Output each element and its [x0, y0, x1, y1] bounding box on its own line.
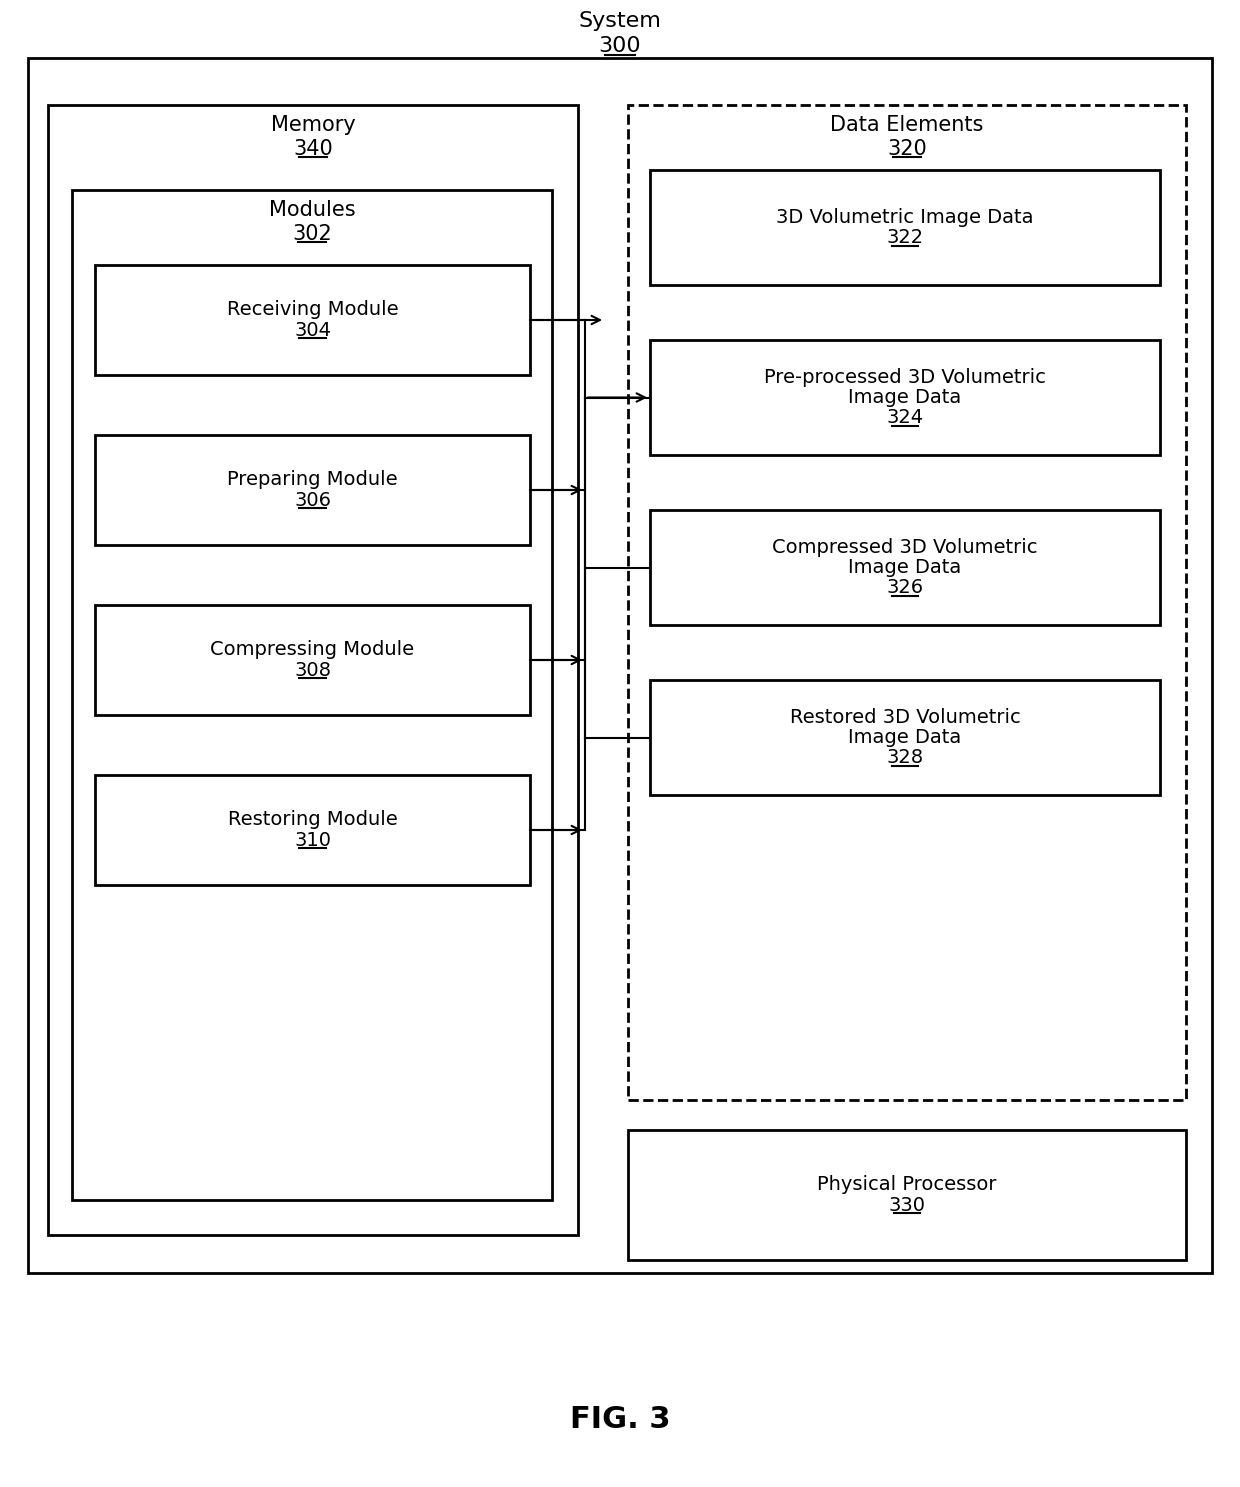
Text: Physical Processor: Physical Processor — [817, 1175, 997, 1194]
Text: 340: 340 — [293, 138, 332, 159]
Text: System: System — [579, 10, 661, 31]
Text: 310: 310 — [294, 831, 331, 849]
Text: 320: 320 — [887, 138, 926, 159]
Text: Receiving Module: Receiving Module — [227, 300, 398, 320]
Text: Data Elements: Data Elements — [831, 114, 983, 135]
Bar — [650, 510, 1159, 625]
Bar — [95, 775, 529, 885]
Bar — [95, 605, 529, 715]
Text: Restoring Module: Restoring Module — [228, 810, 397, 830]
Text: 330: 330 — [889, 1196, 925, 1215]
Bar — [95, 436, 529, 546]
Bar — [48, 106, 578, 1236]
Text: Modules: Modules — [269, 199, 356, 220]
Text: 306: 306 — [294, 491, 331, 510]
Bar — [650, 170, 1159, 286]
Bar — [650, 680, 1159, 796]
Text: 322: 322 — [887, 228, 924, 247]
Bar — [627, 1130, 1185, 1259]
Text: 304: 304 — [294, 321, 331, 339]
Bar — [627, 106, 1185, 1100]
Text: Compressed 3D Volumetric: Compressed 3D Volumetric — [773, 538, 1038, 556]
Text: Image Data: Image Data — [848, 388, 962, 407]
Text: Image Data: Image Data — [848, 558, 962, 577]
Text: 324: 324 — [887, 409, 924, 427]
Text: Restored 3D Volumetric: Restored 3D Volumetric — [790, 708, 1021, 727]
Text: Memory: Memory — [270, 114, 356, 135]
Text: 326: 326 — [887, 578, 924, 598]
Text: 302: 302 — [293, 225, 332, 244]
Text: Pre-processed 3D Volumetric: Pre-processed 3D Volumetric — [764, 367, 1045, 387]
Bar — [72, 190, 552, 1200]
Text: 300: 300 — [599, 36, 641, 57]
Text: Compressing Module: Compressing Module — [211, 641, 414, 659]
Text: 328: 328 — [887, 748, 924, 767]
Bar — [95, 265, 529, 375]
Bar — [650, 341, 1159, 455]
Text: Preparing Module: Preparing Module — [227, 470, 398, 489]
Bar — [29, 58, 1211, 1273]
Text: 308: 308 — [294, 660, 331, 680]
Text: Image Data: Image Data — [848, 729, 962, 746]
Text: FIG. 3: FIG. 3 — [569, 1405, 671, 1435]
Text: 3D Volumetric Image Data: 3D Volumetric Image Data — [776, 208, 1034, 228]
